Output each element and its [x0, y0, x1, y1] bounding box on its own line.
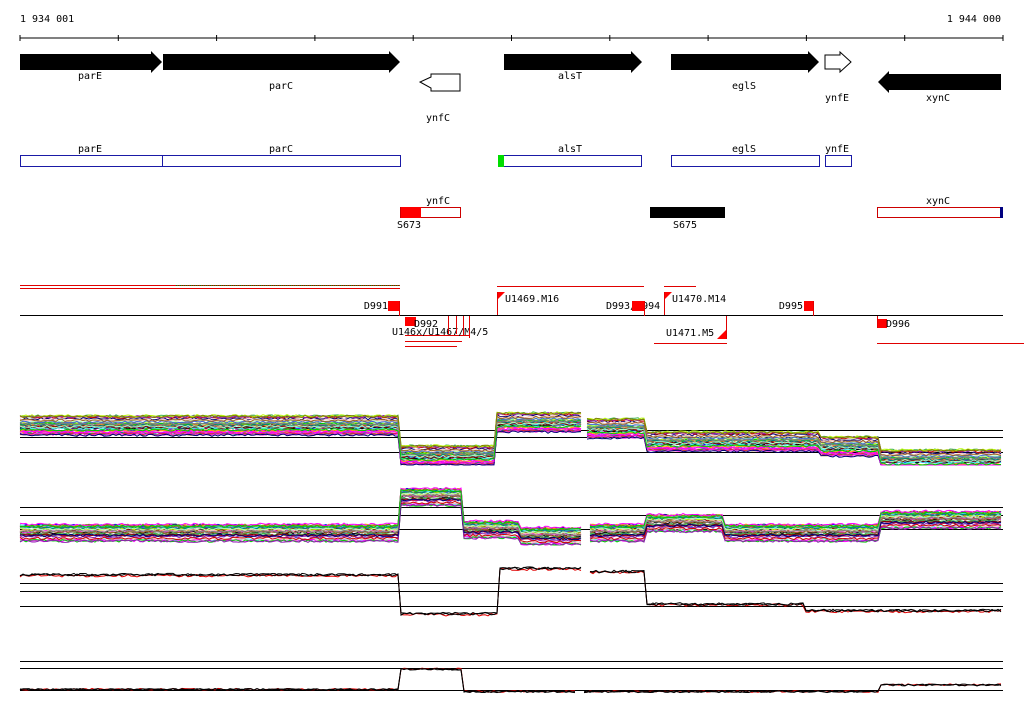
- expression-series-line: [19, 494, 1002, 538]
- expression-series-line: [19, 503, 1001, 546]
- transcript-box-xynC[interactable]: [877, 207, 1003, 218]
- gene-label-eglS: eglS: [732, 81, 756, 92]
- transcript-box-parE[interactable]: [20, 155, 163, 167]
- expression-series-line: [19, 667, 1002, 694]
- transcript-label-xynC: xynC: [926, 196, 950, 207]
- transcript-start-marker-green: [498, 155, 504, 167]
- gene-arrow-parE[interactable]: [20, 51, 162, 73]
- gene-label-parE: parE: [78, 71, 102, 82]
- transcript-box-ynfE[interactable]: [825, 155, 852, 167]
- expression-series-line: [19, 419, 1002, 460]
- downshift-label-D996: D996: [886, 319, 910, 330]
- gene-label-ynfE: ynfE: [825, 93, 849, 104]
- gene-arrow-xynC[interactable]: [878, 71, 1001, 93]
- upshift-cluster-label: U146x/U1467/M4/5: [392, 327, 488, 338]
- expression-panel-3: [19, 566, 1003, 617]
- gene-label-parC: parC: [269, 81, 293, 92]
- expression-series-line: [19, 667, 1002, 694]
- gene-label-alsT: alsT: [558, 71, 582, 82]
- upshift-label-U1471.M5: U1471.M5: [666, 328, 714, 339]
- expression-series-line: [19, 427, 1001, 466]
- expression-series-line: [19, 499, 1002, 542]
- gene-arrow-alsT[interactable]: [504, 51, 642, 73]
- expression-series-line: [19, 421, 1002, 463]
- downshift-marker-D993[interactable]: [632, 301, 644, 311]
- segment-label-S675: S675: [673, 220, 697, 231]
- transcript-label-ynfE: ynfE: [825, 144, 849, 155]
- shift-track: D991 D992 U146x/U1467/M4/5 U1469.M16 D99…: [20, 285, 1024, 347]
- expression-series-line: [19, 415, 1002, 457]
- expression-series-line: [19, 425, 1002, 466]
- upshift-marker-U1471.M5[interactable]: [717, 330, 726, 339]
- gene-label-ynfC: ynfC: [426, 113, 450, 124]
- transcript-label-ynfC: ynfC: [426, 196, 450, 207]
- expression-series-line: [19, 493, 1002, 537]
- downshift-marker-D995[interactable]: [804, 301, 814, 311]
- expression-series-line: [19, 498, 1002, 541]
- segment-S675[interactable]: [650, 207, 725, 218]
- transcript-label-alsT: alsT: [558, 144, 582, 155]
- downshift-marker-D991[interactable]: [388, 301, 399, 311]
- upshift-label-U1469.M16: U1469.M16: [505, 294, 559, 305]
- expression-series-line: [19, 411, 1002, 453]
- expression-series-line: [19, 667, 1002, 693]
- gene-arrow-ynfE[interactable]: [824, 50, 852, 74]
- expression-series-line: [19, 500, 1002, 544]
- expression-panels: [19, 411, 1003, 694]
- downshift-label-D991: D991: [364, 301, 388, 312]
- upshift-marker-U1470.M14[interactable]: [664, 292, 672, 300]
- gene-arrow-ynfC[interactable]: [418, 73, 461, 92]
- expression-series-line: [19, 566, 1002, 616]
- ruler-start-label: 1 934 001: [20, 14, 74, 25]
- transcript-box-eglS[interactable]: [671, 155, 820, 167]
- upshift-marker-U1469.M16[interactable]: [497, 292, 505, 300]
- coordinate-ruler: 1 934 001 1 944 000: [19, 14, 1004, 41]
- expression-panel-2: [19, 486, 1003, 546]
- transcript-box-alsT[interactable]: [498, 155, 642, 167]
- downshift-marker-D992[interactable]: [405, 317, 416, 326]
- expression-panel-1: [19, 411, 1003, 466]
- transcript-label-parC: parC: [269, 144, 293, 155]
- transcript-end-marker-blue: [1000, 207, 1003, 218]
- expression-series-line: [19, 488, 1002, 532]
- downshift-marker-D996[interactable]: [877, 319, 887, 328]
- transcript-label-eglS: eglS: [732, 144, 756, 155]
- transcript-label-parE: parE: [78, 144, 102, 155]
- gene-label-xynC: xynC: [926, 93, 950, 104]
- gene-arrow-parC[interactable]: [163, 51, 400, 73]
- downshift-label-D995: D995: [779, 301, 803, 312]
- gene-arrow-eglS[interactable]: [671, 51, 819, 73]
- expression-panel-4: [19, 661, 1003, 694]
- downshift-label-D992: D992: [414, 319, 438, 330]
- segment-label-S673: S673: [397, 220, 421, 231]
- upshift-label-U1470.M14: U1470.M14: [672, 294, 726, 305]
- transcript-track: parE parC alsT eglS ynfE ynfC xynC S673 …: [20, 144, 1003, 231]
- gene-track: parE parC ynfC alsT eglS ynfE xynC: [20, 50, 1001, 124]
- transcript-box-parC[interactable]: [162, 155, 401, 167]
- transcript-box-ynfC[interactable]: [400, 207, 461, 218]
- ruler-end-label: 1 944 000: [947, 14, 1001, 25]
- transcript-fill-ynfC: [401, 207, 421, 218]
